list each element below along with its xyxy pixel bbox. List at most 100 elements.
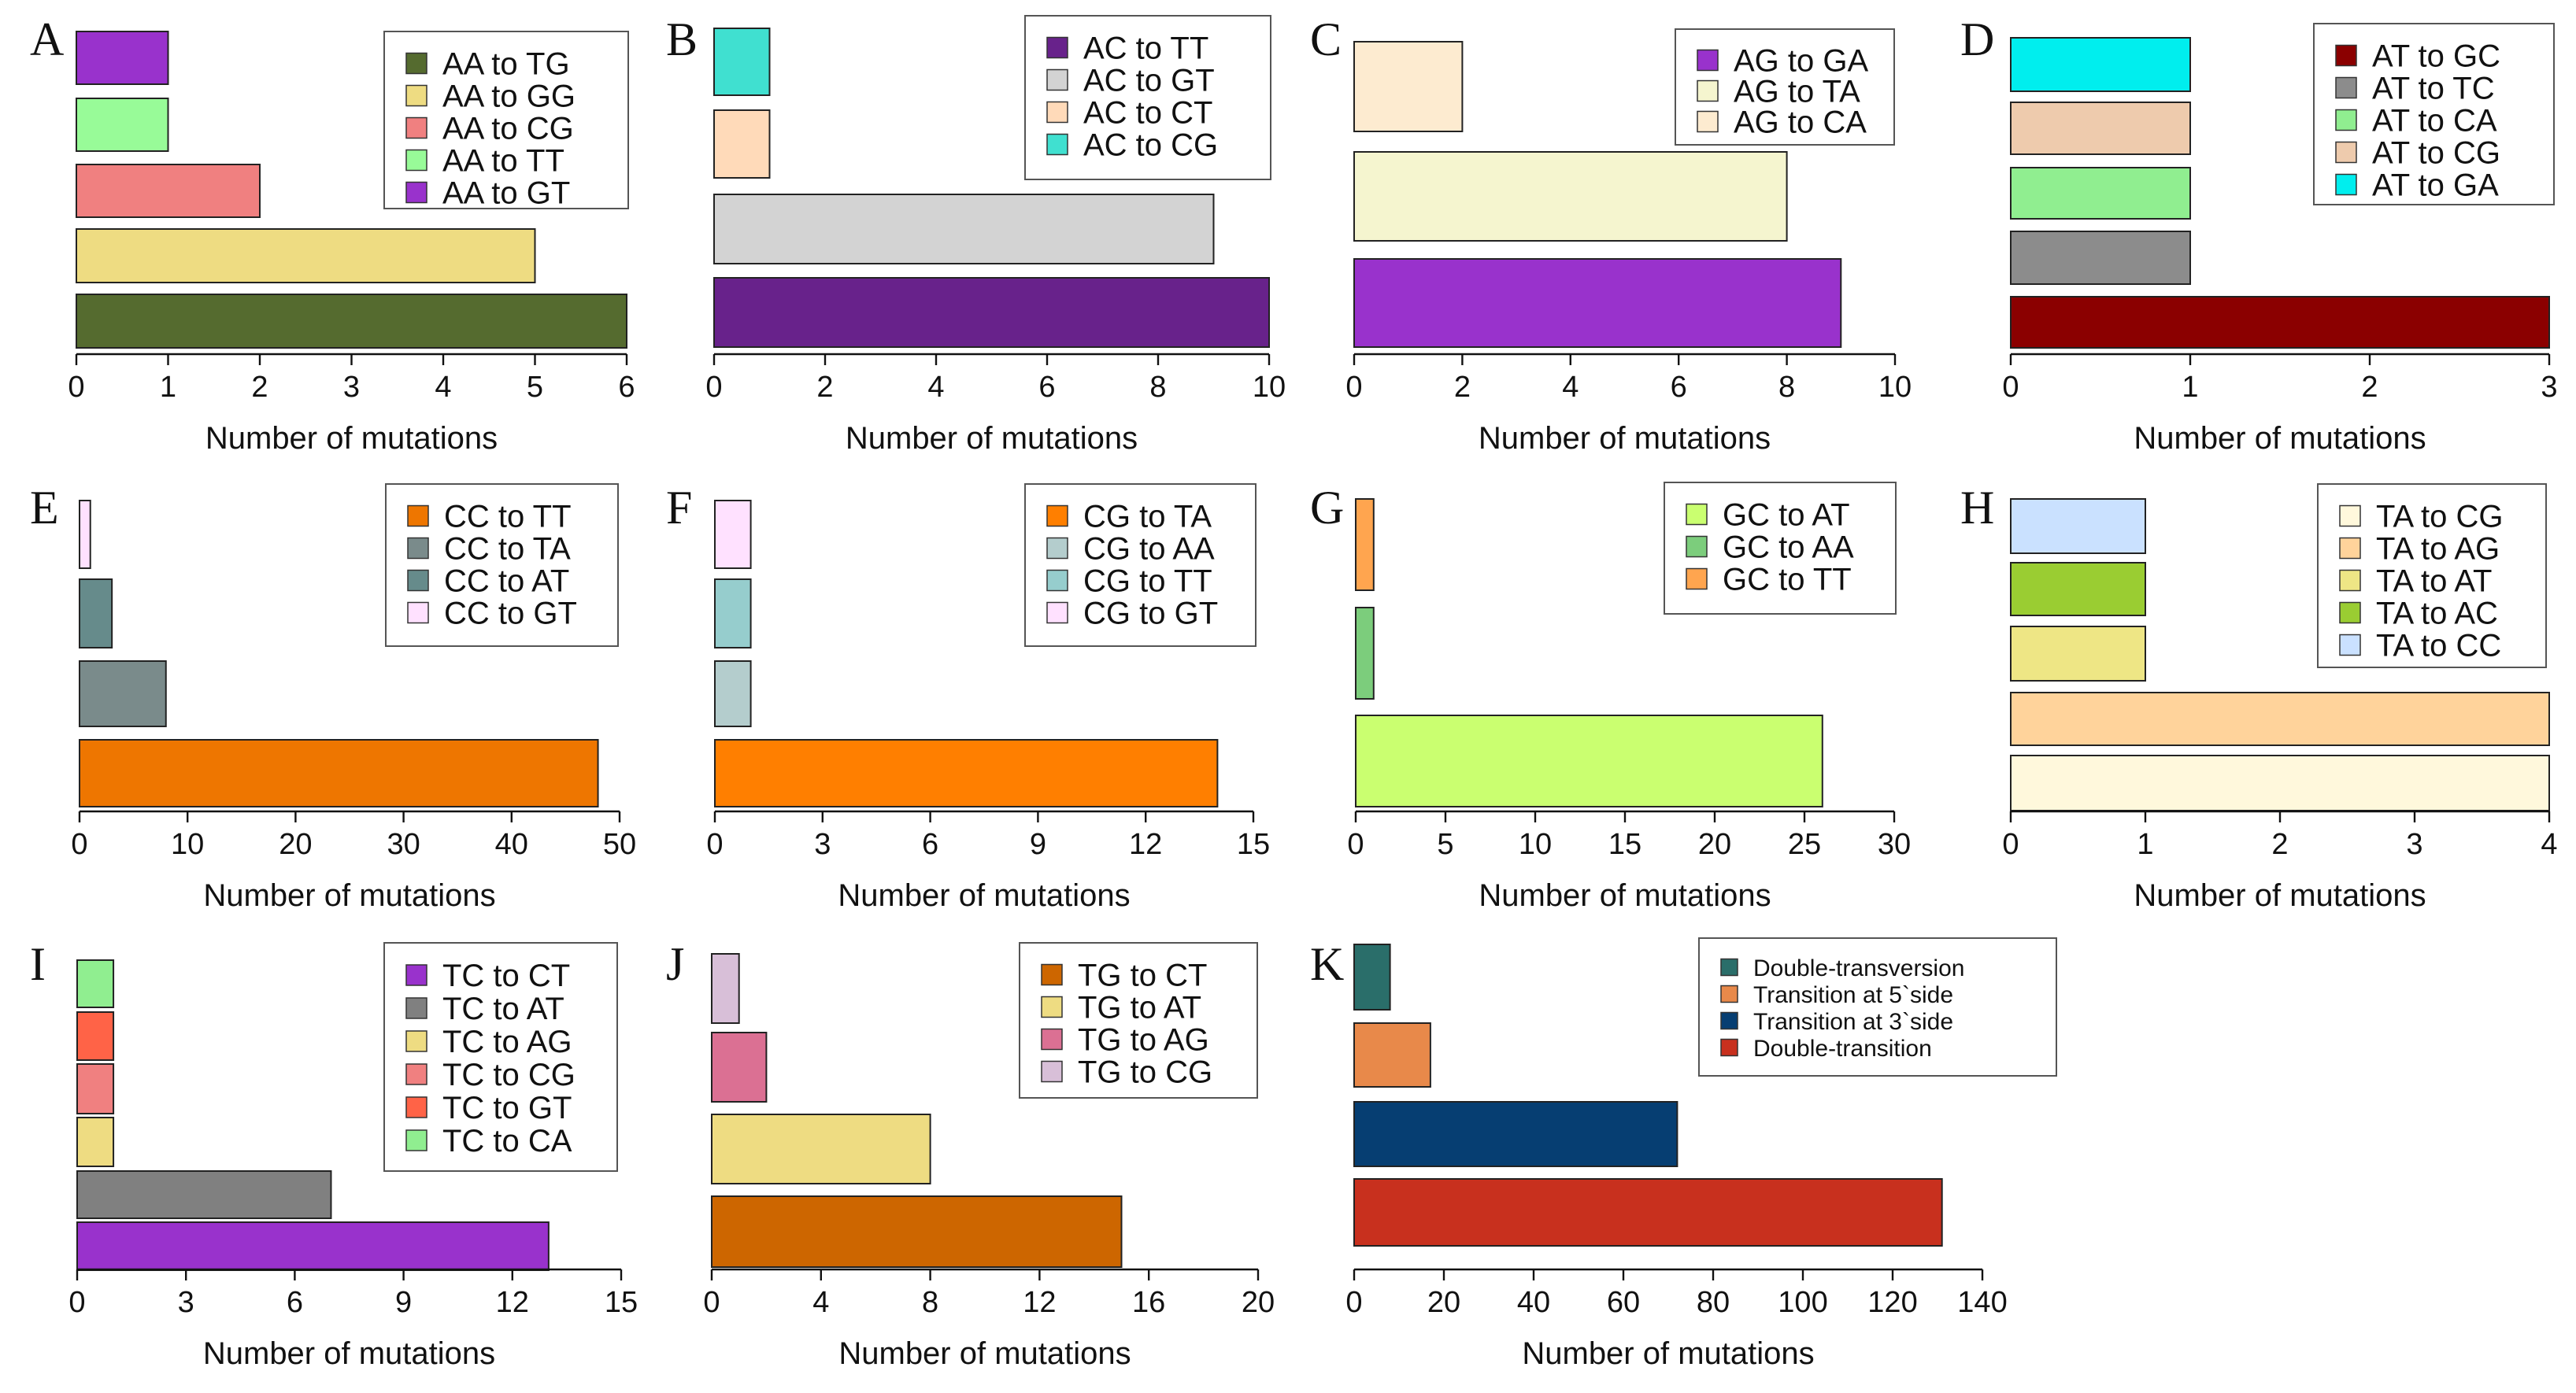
legend-label: Double-transversion: [1753, 955, 1964, 981]
legend-swatch: [1046, 537, 1068, 560]
legend-swatch: [1720, 1011, 1738, 1030]
legend-label: TA to AT: [2376, 564, 2492, 599]
x-axis-label: Number of mutations: [205, 421, 498, 456]
panel-letter: A: [30, 13, 64, 65]
bar: [1353, 151, 1788, 242]
bar: [711, 1032, 768, 1103]
x-tick-label: 9: [395, 1286, 412, 1319]
bar: [79, 660, 167, 727]
legend-label: CG to GT: [1083, 597, 1218, 631]
bar: [2010, 102, 2191, 155]
x-tick-label: 2: [816, 371, 833, 404]
legend-label: TA to CC: [2376, 629, 2501, 663]
legend-label: AC to TT: [1083, 31, 1208, 66]
bar: [76, 98, 169, 152]
bar: [714, 578, 752, 648]
legend-swatch: [1046, 101, 1068, 124]
x-tick-label: 20: [1427, 1286, 1460, 1319]
legend-swatch: [405, 1096, 427, 1118]
x-tick-label: 10: [171, 828, 204, 861]
legend-swatch: [2335, 173, 2357, 196]
x-tick-label: 0: [68, 1286, 85, 1319]
legend-box: [1698, 937, 2057, 1077]
legend-swatch: [405, 84, 427, 107]
x-tick-label: 3: [178, 1286, 194, 1319]
legend-label: AG to GA: [1734, 44, 1868, 79]
legend-label: CC to GT: [444, 597, 577, 631]
bar: [1353, 258, 1842, 348]
x-tick-label: 16: [1132, 1286, 1165, 1319]
x-tick-label: 60: [1607, 1286, 1640, 1319]
bar: [714, 500, 752, 569]
legend-swatch: [1697, 49, 1719, 72]
legend-label: Double-transition: [1753, 1036, 1932, 1062]
bar: [2010, 296, 2550, 349]
panel-letter: I: [30, 938, 46, 990]
legend-swatch: [1686, 567, 1708, 590]
x-tick-label: 12: [1023, 1286, 1056, 1319]
x-axis-label: Number of mutations: [203, 1336, 495, 1371]
legend-label: Transition at 3`side: [1753, 1009, 1953, 1035]
x-tick-label: 0: [706, 828, 723, 861]
x-axis-label: Number of mutations: [2134, 421, 2426, 456]
bar: [1353, 1178, 1943, 1247]
legend-label: TG to CG: [1078, 1055, 1212, 1090]
legend-label: TG to CT: [1078, 959, 1207, 993]
legend-swatch: [2339, 504, 2361, 527]
legend-swatch: [405, 997, 427, 1019]
x-tick-label: 15: [1237, 828, 1270, 861]
bar: [1355, 715, 1823, 807]
x-tick-label: 1: [160, 371, 176, 404]
x-tick-label: 10: [1878, 371, 1912, 404]
x-tick-label: 12: [496, 1286, 529, 1319]
bar: [2010, 37, 2191, 92]
x-tick-label: 20: [1242, 1286, 1275, 1319]
legend-swatch: [405, 1129, 427, 1151]
legend-label: AA to CG: [442, 112, 574, 146]
legend-label: AC to CT: [1083, 96, 1212, 131]
legend-label: CC to AT: [444, 564, 569, 599]
panel-letter: E: [30, 482, 59, 534]
x-tick-label: 0: [1345, 1286, 1362, 1319]
x-tick-label: 4: [1562, 371, 1579, 404]
legend-swatch: [1041, 963, 1063, 986]
bar: [2010, 692, 2550, 746]
panel-G: G 0 5 10 15 20 25 30 Number of mutations GC to AT…: [1310, 482, 1911, 913]
x-tick-label: 0: [68, 371, 84, 404]
legend-label: TC to CA: [442, 1124, 572, 1158]
x-tick-label: 4: [812, 1286, 829, 1319]
x-axis-label: Number of mutations: [1479, 421, 1771, 456]
bar: [2010, 498, 2146, 554]
x-tick-label: 3: [2406, 828, 2422, 861]
legend-label: AG to CA: [1734, 105, 1867, 140]
bar: [79, 500, 91, 569]
legend-label: AT to GA: [2372, 168, 2499, 203]
legend-swatch: [1046, 133, 1068, 156]
legend-label: TA to AC: [2376, 597, 2498, 631]
legend-swatch: [1046, 504, 1068, 527]
panel-letter: B: [666, 13, 698, 65]
bar: [711, 1114, 931, 1184]
legend-swatch: [405, 149, 427, 172]
bar: [79, 578, 113, 648]
bar: [76, 1170, 332, 1219]
legend-swatch: [2335, 76, 2357, 99]
x-tick-label: 15: [1608, 828, 1641, 861]
bar: [76, 31, 169, 85]
legend-label: AA to TG: [442, 47, 570, 82]
legend-swatch: [1720, 985, 1738, 1003]
legend-swatch: [2339, 634, 2361, 656]
x-tick-label: 20: [1698, 828, 1731, 861]
bar: [76, 1117, 115, 1167]
legend-label: AT to GC: [2372, 39, 2500, 74]
legend-label: CG to TA: [1083, 500, 1212, 534]
x-tick-label: 4: [2541, 828, 2557, 861]
x-tick-label: 30: [1878, 828, 1911, 861]
legend-label: AT to CA: [2372, 104, 2497, 139]
legend-swatch: [1041, 996, 1063, 1018]
